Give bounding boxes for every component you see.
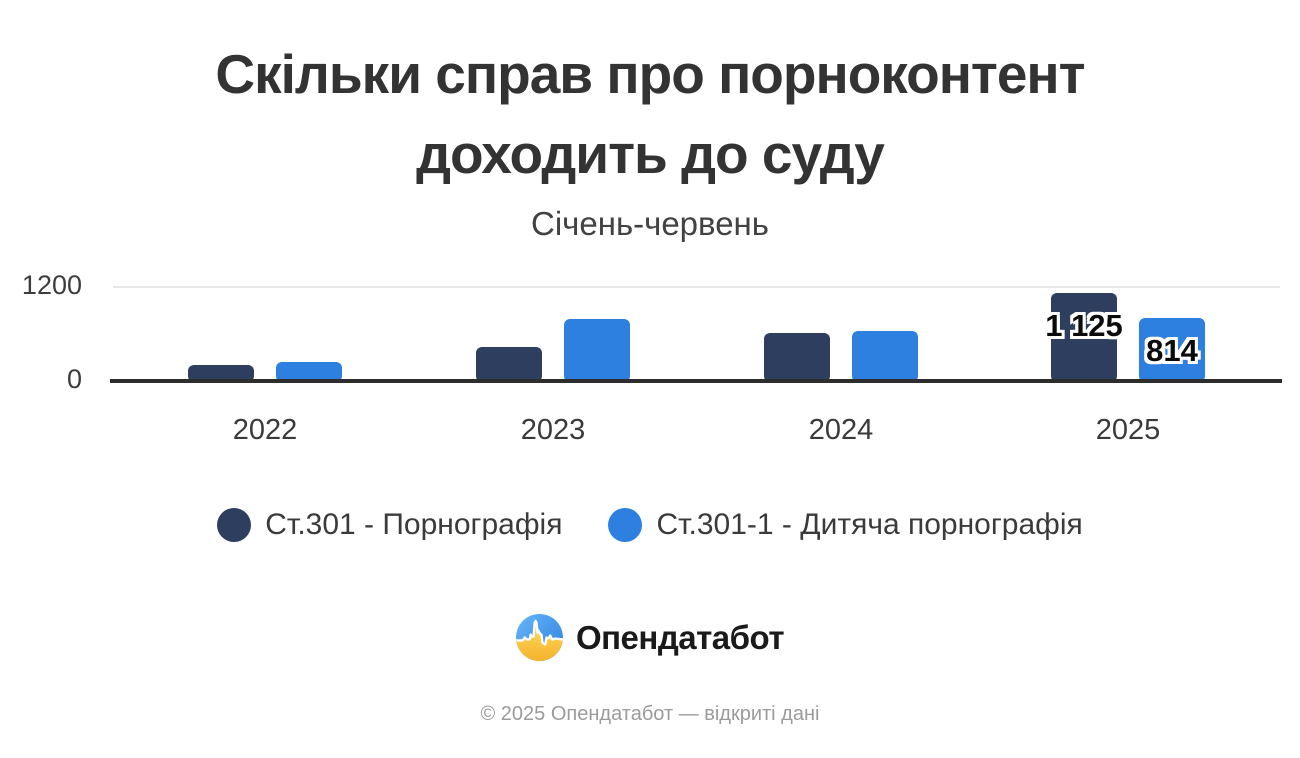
value-label-2025-series1: 1 125: [1045, 308, 1123, 343]
gridline-1200: [113, 286, 1280, 288]
title-line-2: доходить до суду: [416, 123, 885, 185]
legend-label-st301-1: Ст.301-1 - Дитяча порнографія: [656, 508, 1083, 541]
bar-2024-series1: [764, 333, 830, 382]
bar-2025-series1: [1051, 293, 1117, 382]
x-axis-label-2023: 2023: [520, 414, 586, 446]
x-axis-line: [110, 379, 1282, 383]
x-axis-label-2025: 2025: [1095, 414, 1161, 446]
opendatabot-wordmark: Опендатабот: [575, 618, 785, 656]
legend-swatch-blue: [608, 508, 643, 542]
bar-2023-series1: [476, 347, 542, 382]
page-title: Скільки справ про порноконтент доходить …: [0, 34, 1300, 194]
legend-item-st301: Ст.301 - Порнографія: [217, 508, 562, 542]
opendatabot-logo: Опендатабот: [0, 614, 1300, 661]
x-axis-label-2024: 2024: [808, 414, 874, 446]
legend-label-st301: Ст.301 - Порнографія: [265, 508, 563, 541]
opendatabot-logo-icon: [515, 614, 563, 661]
y-axis-tick-0: 0: [66, 364, 82, 394]
bar-2025-series2: [1139, 318, 1205, 382]
legend-swatch-navy: [217, 508, 252, 542]
bar-2023-series2: [564, 319, 630, 382]
copyright-footer: © 2025 Опендатабот — відкриті дані: [480, 703, 820, 725]
bar-2022-series1: [188, 365, 254, 382]
legend-item-st301-1: Ст.301-1 - Дитяча порнографія: [608, 508, 1083, 542]
x-axis-label-2022: 2022: [232, 414, 298, 446]
title-line-1: Скільки справ про порноконтент: [215, 43, 1085, 105]
value-label-2025-series2: 814: [1146, 333, 1198, 368]
y-axis-tick-1200: 1200: [21, 270, 82, 300]
bar-2024-series2: [852, 331, 918, 382]
subtitle: Січень-червень: [531, 205, 769, 242]
bar-2022-series2: [276, 362, 342, 382]
chart-legend: Ст.301 - Порнографія Ст.301-1 - Дитяча п…: [0, 508, 1300, 542]
